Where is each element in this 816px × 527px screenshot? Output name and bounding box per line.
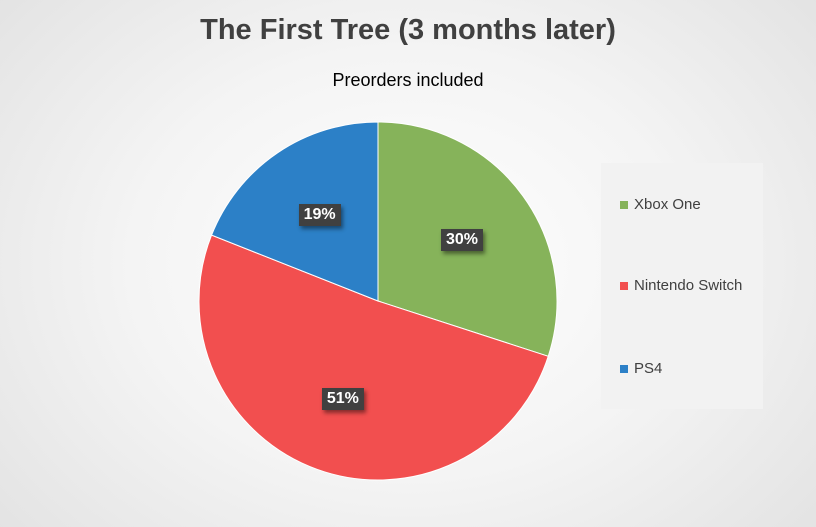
chart-title: The First Tree (3 months later) — [200, 14, 616, 46]
chart-subtitle: Preorders included — [332, 70, 484, 90]
legend-item-nintendo-switch: Nintendo Switch — [620, 277, 742, 294]
legend: Xbox One Nintendo Switch PS4 — [601, 163, 763, 409]
legend-item-ps4: PS4 — [620, 360, 662, 377]
legend-item-xbox-one: Xbox One — [620, 196, 701, 213]
data-label-ps4: 19% — [298, 204, 341, 227]
data-label-nintendo-switch: 51% — [321, 387, 364, 410]
legend-label-xbox-one: Xbox One — [634, 196, 701, 213]
legend-swatch-nintendo-switch — [620, 281, 628, 290]
legend-swatch-ps4 — [620, 364, 628, 373]
legend-swatch-xbox-one — [620, 200, 628, 209]
data-label-xbox-one: 30% — [440, 228, 483, 251]
pie-slice-nintendo-switch — [198, 234, 549, 481]
pie-slice-ps4 — [210, 121, 379, 302]
legend-label-ps4: PS4 — [634, 360, 663, 377]
legend-label-nintendo-switch: Nintendo Switch — [634, 277, 743, 294]
